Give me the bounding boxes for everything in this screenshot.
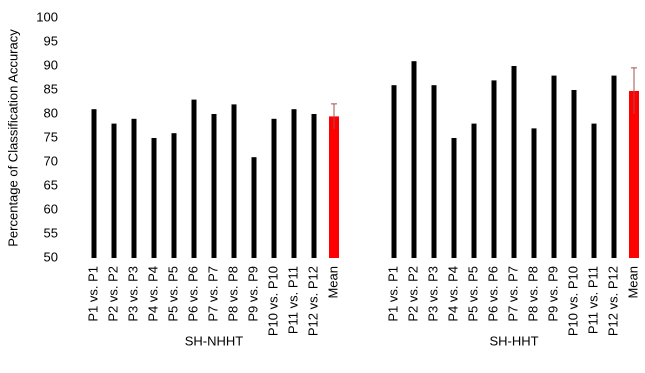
bar xyxy=(411,61,417,259)
x-tick-label: P8 vs. P8 xyxy=(525,266,540,322)
x-tick-label: P7 vs. P7 xyxy=(505,266,520,322)
x-tick-label: Mean xyxy=(325,266,340,299)
x-tick-label: P3 vs. P3 xyxy=(125,266,140,322)
bar xyxy=(451,138,457,258)
bar xyxy=(391,85,397,258)
x-tick-label: P11 vs. P11 xyxy=(585,266,600,334)
x-tick-label: P12 vs. P12 xyxy=(305,266,320,336)
x-tick-label: Mean xyxy=(625,266,640,299)
y-tick-label: 80 xyxy=(44,105,58,120)
x-tick-label: P12 vs. P12 xyxy=(605,266,620,336)
x-tick-label: P1 vs. P1 xyxy=(85,266,100,322)
x-tick-label: P5 vs. P5 xyxy=(165,266,180,322)
bar xyxy=(271,118,277,258)
bar xyxy=(171,133,177,258)
x-tick-label: P10 vs. P10 xyxy=(565,266,580,336)
bar xyxy=(431,85,437,258)
bar xyxy=(111,123,117,258)
x-tick-label: P2 vs. P2 xyxy=(405,266,420,322)
bar xyxy=(231,104,237,259)
bar xyxy=(571,90,577,258)
x-tick-label: P1 vs. P1 xyxy=(385,266,400,322)
bar xyxy=(211,114,217,258)
x-tick-label: P6 vs. P6 xyxy=(185,266,200,322)
bar xyxy=(471,123,477,258)
x-tick-label: P10 vs. P10 xyxy=(265,266,280,336)
x-tick-label: P3 vs. P3 xyxy=(425,266,440,322)
error-bar xyxy=(331,103,337,129)
y-axis-title: Percentage of Classification Accuracy xyxy=(5,29,20,247)
bar xyxy=(551,75,557,258)
bar xyxy=(131,118,137,258)
x-tick-label: P4 vs. P4 xyxy=(445,266,460,322)
x-tick-label: P11 vs. P11 xyxy=(285,266,300,334)
y-tick-label: 100 xyxy=(36,9,58,24)
bar xyxy=(491,80,497,259)
group-label: SH-NHHT xyxy=(185,333,244,348)
bar xyxy=(629,90,639,259)
y-tick-label: 85 xyxy=(44,81,58,96)
bar xyxy=(291,109,297,258)
x-tick-label: P8 vs. P8 xyxy=(225,266,240,322)
y-tick-label: 75 xyxy=(44,129,58,144)
y-tick-label: 55 xyxy=(44,225,58,240)
bar xyxy=(251,157,257,258)
bar xyxy=(531,128,537,258)
bar xyxy=(191,99,197,258)
x-tick-label: P5 vs. P5 xyxy=(465,266,480,322)
bar xyxy=(591,123,597,258)
y-tick-label: 65 xyxy=(44,177,58,192)
bar xyxy=(151,138,157,258)
group-label: SH-HHT xyxy=(489,333,538,348)
y-tick-label: 70 xyxy=(44,153,58,168)
y-tick-label: 90 xyxy=(44,57,58,72)
x-tick-label: P7 vs. P7 xyxy=(205,266,220,322)
bar xyxy=(611,75,617,258)
error-bar xyxy=(631,67,637,114)
bar xyxy=(91,109,97,258)
bar xyxy=(329,116,339,259)
y-tick-label: 50 xyxy=(44,249,58,264)
x-tick-label: P9 vs. P9 xyxy=(245,266,260,322)
bar xyxy=(311,114,317,258)
x-tick-label: P9 vs. P9 xyxy=(545,266,560,322)
x-tick-label: P4 vs. P4 xyxy=(145,266,160,322)
y-tick-label: 95 xyxy=(44,33,58,48)
x-tick-label: P6 vs. P6 xyxy=(485,266,500,322)
bar xyxy=(511,66,517,258)
y-tick-label: 60 xyxy=(44,201,58,216)
x-tick-label: P2 vs. P2 xyxy=(105,266,120,322)
